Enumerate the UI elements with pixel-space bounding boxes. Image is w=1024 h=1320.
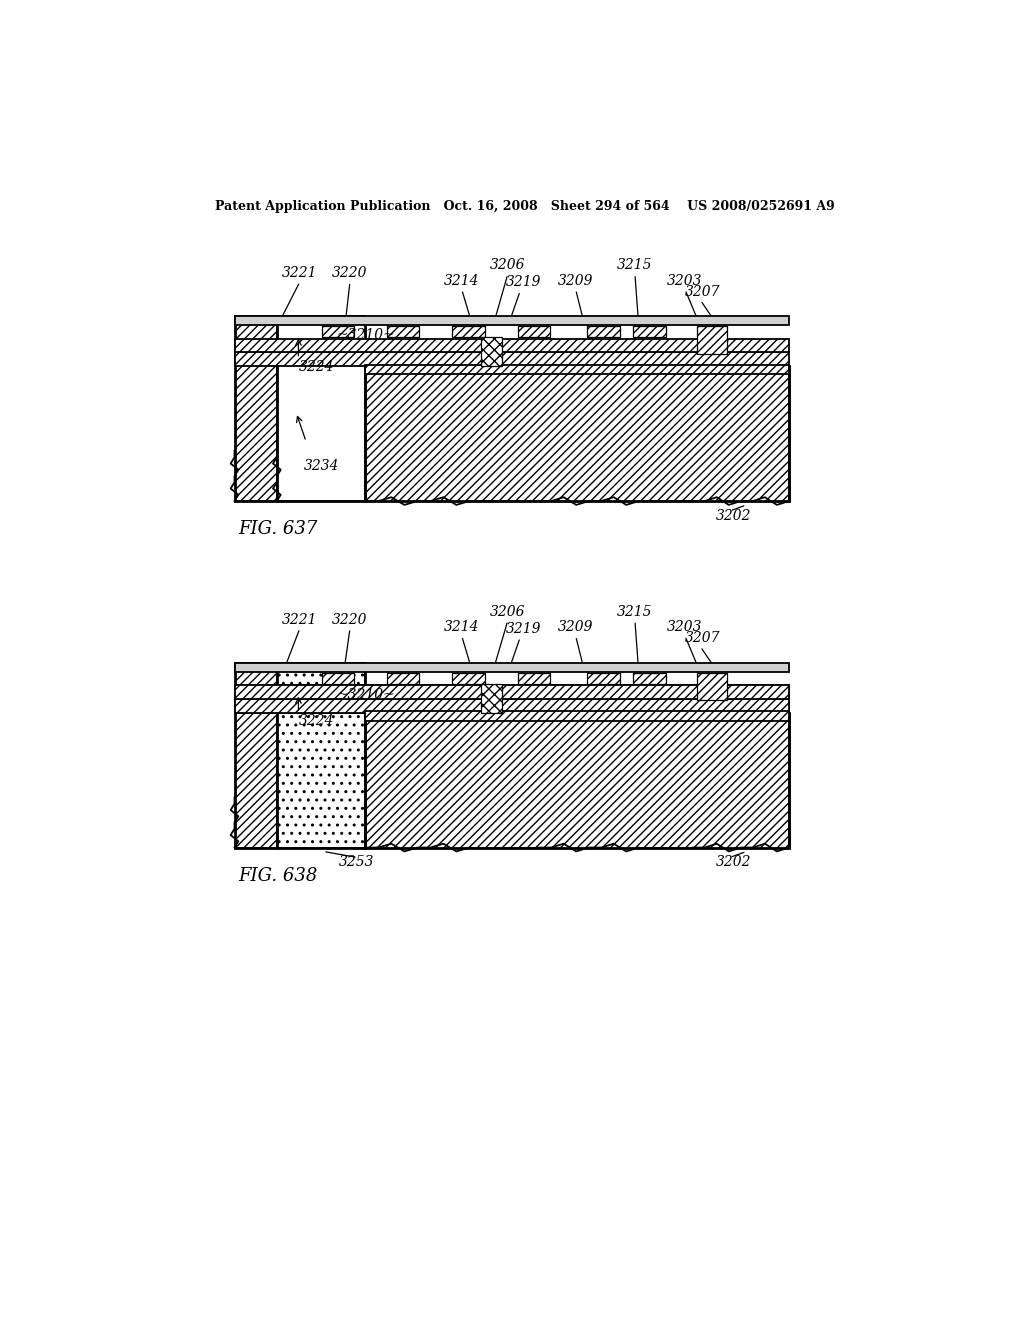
Bar — [634, 673, 666, 684]
Bar — [518, 326, 550, 337]
Text: 3220: 3220 — [332, 612, 368, 627]
Bar — [587, 673, 620, 684]
Text: FIG. 638: FIG. 638 — [239, 867, 317, 884]
Text: 3203: 3203 — [668, 620, 702, 635]
Text: 3209: 3209 — [558, 273, 593, 288]
Text: 3214: 3214 — [444, 620, 479, 635]
Bar — [481, 337, 503, 367]
Text: 3207: 3207 — [685, 631, 721, 645]
Text: ~3210~: ~3210~ — [337, 688, 395, 702]
Bar — [387, 326, 419, 337]
Bar — [322, 673, 354, 684]
Bar — [481, 684, 503, 713]
Text: 3202: 3202 — [716, 508, 752, 523]
Text: 3224: 3224 — [298, 360, 334, 374]
Bar — [234, 685, 788, 700]
Bar — [587, 326, 620, 337]
Bar — [234, 663, 788, 672]
Bar — [276, 663, 366, 847]
Bar — [453, 673, 484, 684]
Bar — [518, 673, 550, 684]
Bar — [366, 367, 788, 502]
Bar — [234, 685, 788, 713]
Text: 3221: 3221 — [283, 267, 317, 280]
Text: 3202: 3202 — [716, 855, 752, 870]
Text: 3203: 3203 — [668, 273, 702, 288]
Text: 3215: 3215 — [617, 259, 652, 272]
Text: 3219: 3219 — [506, 276, 541, 289]
Bar — [696, 326, 727, 354]
Bar — [366, 364, 788, 374]
Text: ~3210~: ~3210~ — [337, 327, 395, 342]
Bar — [366, 713, 788, 847]
Text: 3221: 3221 — [283, 612, 317, 627]
Bar — [322, 326, 354, 337]
Text: FIG. 637: FIG. 637 — [239, 520, 317, 539]
Bar — [234, 317, 788, 326]
Bar — [234, 339, 788, 352]
Text: 3219: 3219 — [506, 622, 541, 636]
Text: 3209: 3209 — [558, 620, 593, 635]
Bar — [276, 317, 366, 502]
Bar — [234, 700, 788, 713]
Text: 3215: 3215 — [617, 605, 652, 619]
Bar — [234, 317, 276, 502]
Text: 3214: 3214 — [444, 273, 479, 288]
Text: 3206: 3206 — [490, 259, 525, 272]
Bar — [453, 326, 484, 337]
Text: 3253: 3253 — [339, 855, 374, 870]
Text: Patent Application Publication   Oct. 16, 2008   Sheet 294 of 564    US 2008/025: Patent Application Publication Oct. 16, … — [215, 199, 835, 213]
Bar — [634, 326, 666, 337]
Bar — [234, 352, 788, 367]
Text: 3206: 3206 — [490, 605, 525, 619]
Bar — [387, 673, 419, 684]
Bar — [696, 673, 727, 701]
Text: 3207: 3207 — [685, 285, 721, 298]
Text: 3234: 3234 — [304, 459, 339, 473]
Text: 3224: 3224 — [298, 714, 334, 729]
Text: 3220: 3220 — [332, 267, 368, 280]
Bar — [366, 711, 788, 721]
Bar — [234, 663, 276, 847]
